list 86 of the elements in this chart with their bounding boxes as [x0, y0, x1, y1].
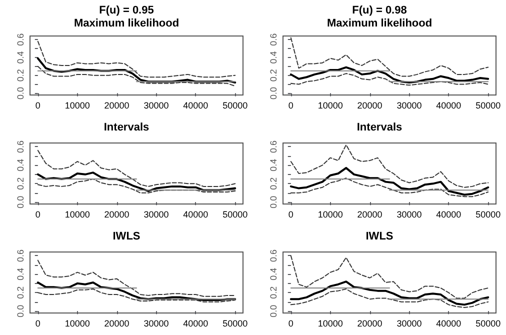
x-tick-label: 50000 — [222, 318, 248, 328]
line-series — [37, 288, 236, 302]
line-series — [36, 282, 236, 302]
line-series — [290, 37, 489, 77]
chart-title: F(u) = 0.95 — [99, 4, 154, 16]
y-tick-label: 0.0 — [16, 304, 26, 318]
y-tick-label: 0.0 — [16, 86, 26, 100]
x-tick-label: 20000 — [357, 100, 382, 110]
y-tick-label: 0.4 — [16, 158, 26, 172]
x-tick-label: 0 — [288, 100, 294, 110]
x-tick-label: 30000 — [144, 318, 169, 328]
line-series — [290, 280, 490, 306]
line-series — [290, 178, 489, 198]
y-tick-label: 0.4 — [16, 268, 26, 280]
y-tick-label: 0.2 — [268, 286, 278, 299]
x-tick-label: 30000 — [144, 210, 169, 220]
x-tick-label: 40000 — [183, 100, 208, 110]
chart-title: Intervals — [104, 122, 150, 134]
x-tick-label: 30000 — [396, 210, 422, 220]
x-tick-label: 30000 — [144, 100, 169, 110]
chart-title: Intervals — [356, 122, 402, 134]
x-tick-label: 20000 — [357, 318, 382, 328]
y-tick-label: 0.0 — [268, 196, 278, 208]
x-tick-label: 0 — [288, 210, 294, 220]
x-tick-label: 50000 — [476, 100, 501, 110]
y-tick-label: 0.6 — [268, 140, 278, 153]
y-tick-label: 0.4 — [268, 158, 278, 172]
x-tick-label: 0 — [35, 318, 40, 328]
x-tick-label: 10000 — [318, 318, 343, 328]
y-tick-label: 0.4 — [16, 51, 26, 64]
y-tick-label: 0.2 — [16, 177, 26, 190]
line-series — [290, 255, 489, 299]
line-series — [290, 66, 490, 84]
x-tick-label: 40000 — [436, 318, 462, 328]
x-tick-label: 10000 — [318, 100, 343, 110]
x-tick-label: 40000 — [436, 210, 462, 220]
x-tick-label: 0 — [35, 100, 40, 110]
x-tick-label: 40000 — [436, 100, 462, 110]
y-tick-label: 0.2 — [16, 286, 26, 299]
y-tick-label: 0.0 — [268, 304, 278, 318]
x-tick-label: 20000 — [104, 100, 130, 110]
x-tick-label: 30000 — [396, 318, 422, 328]
x-tick-label: 0 — [288, 318, 294, 328]
line-series — [37, 40, 236, 78]
line-series — [37, 178, 236, 194]
x-tick-label: 50000 — [476, 210, 501, 220]
x-tick-label: 50000 — [476, 318, 501, 328]
x-tick-label: 20000 — [104, 318, 130, 328]
y-tick-label: 0.0 — [16, 196, 26, 208]
y-tick-label: 0.2 — [16, 69, 26, 82]
line-series — [37, 260, 236, 297]
line-series — [36, 57, 236, 84]
x-tick-label: 40000 — [183, 318, 208, 328]
chart-title: IWLS — [366, 230, 394, 242]
y-tick-label: 0.6 — [16, 140, 26, 153]
line-series — [36, 172, 236, 192]
x-tick-label: 20000 — [104, 210, 130, 220]
y-tick-label: 0.6 — [16, 33, 26, 46]
x-tick-label: 10000 — [318, 210, 343, 220]
y-tick-label: 0.4 — [268, 268, 278, 280]
x-tick-label: 20000 — [357, 210, 382, 220]
y-tick-label: 0.6 — [268, 33, 278, 46]
line-series — [37, 150, 236, 187]
line-series — [290, 166, 490, 196]
x-tick-label: 50000 — [222, 100, 248, 110]
chart-title: F(u) = 0.98 — [352, 4, 407, 16]
chart-subtitle: Maximum likelihood — [326, 18, 432, 30]
chart-title: IWLS — [112, 230, 140, 242]
line-series — [290, 73, 489, 86]
line-series — [290, 288, 489, 308]
y-tick-label: 0.2 — [268, 69, 278, 82]
y-tick-label: 0.2 — [268, 177, 278, 190]
y-tick-label: 0.0 — [268, 86, 278, 100]
x-tick-label: 10000 — [64, 210, 90, 220]
x-tick-label: 0 — [35, 210, 40, 220]
x-tick-label: 50000 — [222, 210, 248, 220]
y-tick-label: 0.6 — [268, 249, 278, 262]
y-tick-label: 0.4 — [268, 51, 278, 64]
y-tick-label: 0.6 — [16, 249, 26, 262]
x-tick-label: 40000 — [183, 210, 208, 220]
line-series — [37, 66, 236, 87]
line-series — [290, 144, 489, 188]
x-tick-label: 30000 — [396, 100, 422, 110]
chart-subtitle: Maximum likelihood — [74, 18, 180, 30]
x-tick-label: 10000 — [64, 100, 90, 110]
x-tick-label: 10000 — [64, 318, 90, 328]
